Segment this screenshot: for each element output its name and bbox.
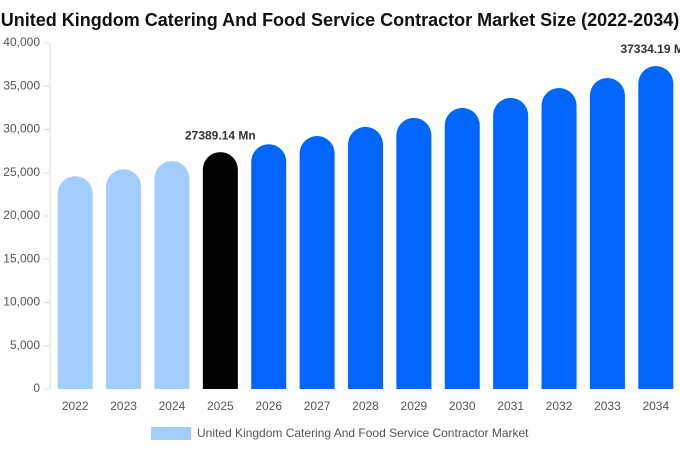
y-tick-label: 25,000 <box>3 165 40 179</box>
x-tick-label: 2027 <box>304 399 331 413</box>
legend-swatch <box>151 427 191 440</box>
y-tick-label: 30,000 <box>3 122 40 136</box>
data-label: 27389.14 Mn <box>185 128 256 142</box>
x-tick-label: 2030 <box>449 399 476 413</box>
y-tick-label: 15,000 <box>3 251 40 265</box>
x-tick-label: 2025 <box>207 399 234 413</box>
x-tick-label: 2024 <box>159 399 186 413</box>
data-label: 37334.19 Mn <box>620 42 680 56</box>
y-tick-label: 35,000 <box>3 78 40 92</box>
chart-title: United Kingdom Catering And Food Service… <box>1 10 679 30</box>
x-tick-label: 2033 <box>594 399 621 413</box>
bar <box>251 144 287 389</box>
x-tick-label: 2022 <box>62 399 89 413</box>
x-tick-label: 2023 <box>110 399 137 413</box>
bar <box>589 78 625 389</box>
x-tick-label: 2034 <box>642 399 669 413</box>
y-tick-label: 10,000 <box>3 295 40 309</box>
bar <box>541 88 577 390</box>
legend-label: United Kingdom Catering And Food Service… <box>197 426 529 440</box>
bar <box>348 126 383 390</box>
x-tick-label: 2028 <box>352 399 379 413</box>
y-tick-label: 40,000 <box>3 35 40 49</box>
bar <box>493 97 529 389</box>
bar <box>299 135 335 389</box>
x-tick-label: 2032 <box>546 399 573 413</box>
bar <box>57 176 93 389</box>
bar <box>106 169 142 389</box>
x-tick-label: 2031 <box>497 399 524 413</box>
x-tick-label: 2029 <box>401 399 428 413</box>
bar <box>396 117 432 389</box>
bar <box>638 66 674 389</box>
bar <box>202 152 238 389</box>
bar <box>154 161 190 389</box>
x-tick-label: 2026 <box>255 399 282 413</box>
y-tick-label: 0 <box>33 381 40 395</box>
bar <box>444 107 480 389</box>
y-tick-label: 20,000 <box>3 208 40 222</box>
y-tick-label: 5,000 <box>10 338 40 352</box>
